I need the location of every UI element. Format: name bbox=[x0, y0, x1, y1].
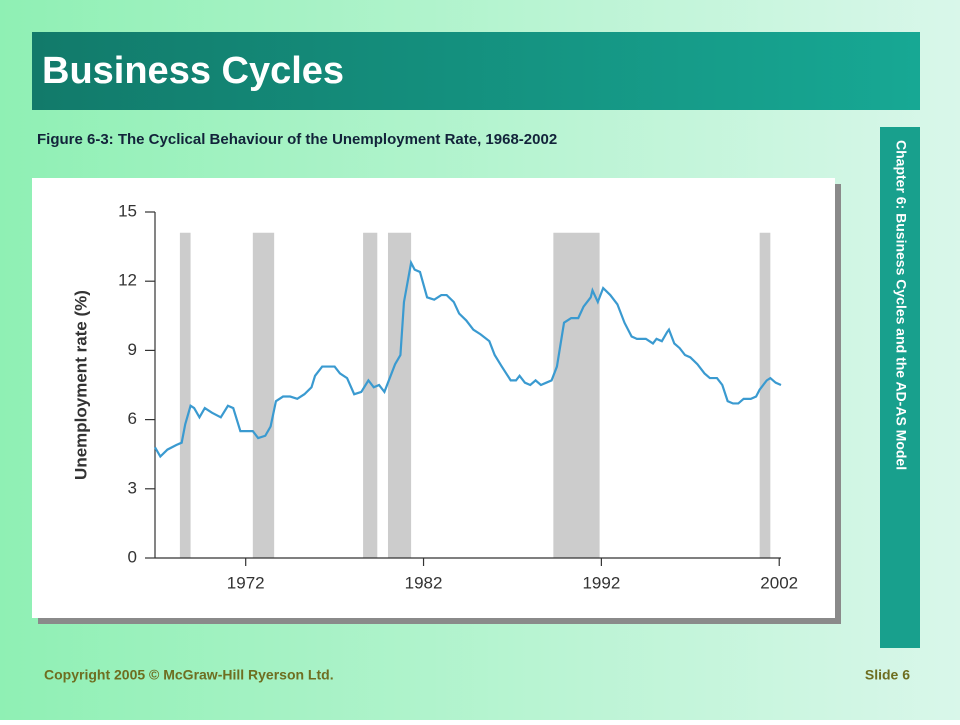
recession-shade bbox=[387, 232, 412, 558]
x-tick-label: 1992 bbox=[582, 573, 620, 592]
recession-shade bbox=[759, 232, 771, 558]
chart-panel bbox=[32, 178, 835, 618]
sidebar bbox=[880, 127, 920, 648]
y-tick-label: 0 bbox=[128, 547, 137, 566]
x-tick-label: 1972 bbox=[227, 573, 265, 592]
y-tick-label: 3 bbox=[128, 478, 137, 497]
slide-title: Business Cycles bbox=[42, 50, 344, 92]
caption: Figure 6-3: The Cyclical Behaviour of th… bbox=[37, 131, 557, 148]
unemployment-line bbox=[154, 259, 782, 459]
x-tick-label: 2002 bbox=[760, 573, 798, 592]
footer-left: Copyright 2005 © McGraw-Hill Ryerson Ltd… bbox=[44, 667, 334, 683]
footer-right: Slide 6 bbox=[865, 667, 910, 683]
title-bar bbox=[32, 32, 920, 110]
sidebar-text: Chapter 6: Business Cycles and the AD-AS… bbox=[893, 140, 909, 470]
y-tick-label: 6 bbox=[128, 409, 137, 428]
y-tick-label: 15 bbox=[118, 201, 137, 220]
y-tick-label: 12 bbox=[118, 271, 137, 290]
recession-shade bbox=[363, 232, 378, 558]
recession-shade bbox=[252, 232, 275, 558]
recession-shade bbox=[553, 232, 600, 558]
y-tick-label: 9 bbox=[128, 340, 137, 359]
x-tick-label: 1982 bbox=[405, 573, 443, 592]
recession-shade bbox=[179, 232, 191, 558]
y-axis-label: Unemployment rate (%) bbox=[71, 290, 90, 480]
plot: 0 3 6 9 12 15 1972 1982 1992 2002 bbox=[118, 201, 798, 592]
